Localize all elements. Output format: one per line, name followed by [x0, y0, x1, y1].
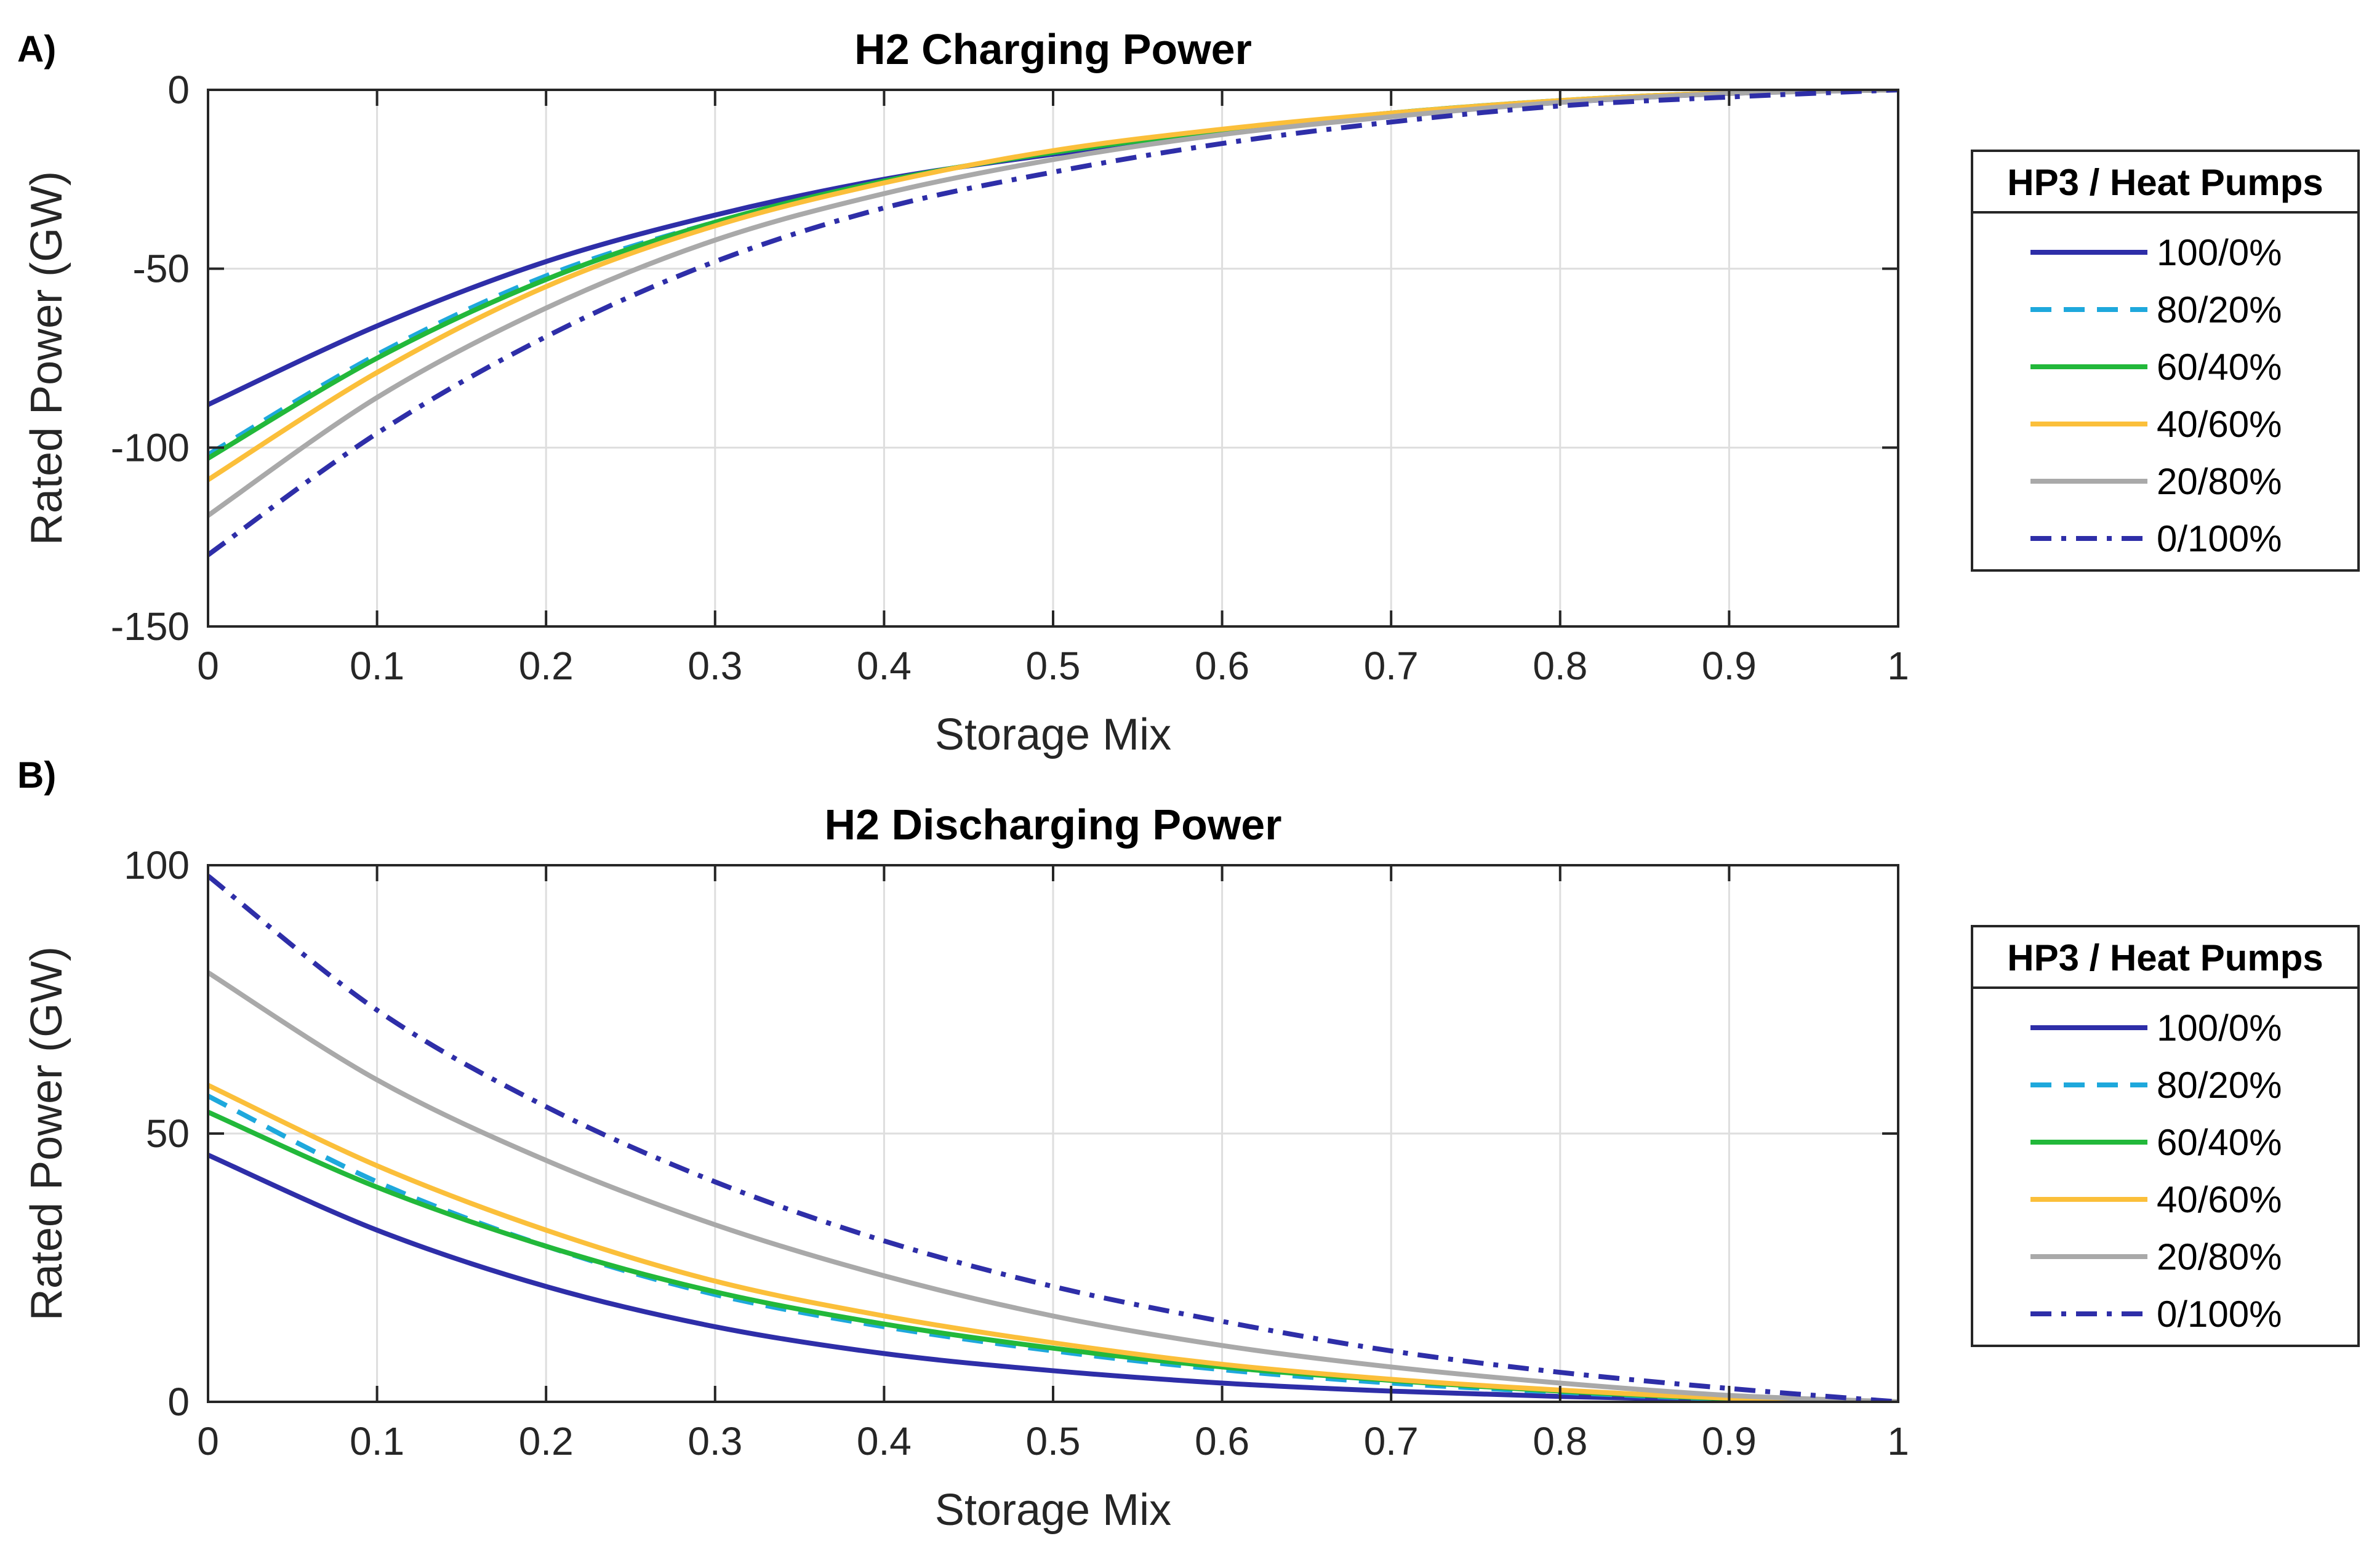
- legend-box: [1971, 150, 2360, 572]
- legend-entry: 80/20%: [2157, 289, 2282, 330]
- legend-entry: 100/0%: [2157, 232, 2282, 273]
- y-tick-label: 100: [124, 843, 190, 887]
- x-tick-label: 0.4: [857, 644, 912, 688]
- series-line-0-100: [208, 90, 1898, 557]
- x-tick-label: 0.2: [519, 1419, 574, 1463]
- legend-entry: 0/100%: [2157, 1294, 2282, 1335]
- x-tick-label: 0.5: [1026, 1419, 1081, 1463]
- chart-panel-a: A) H2 Charging Power 0 0.1 0.2 0.3 0.4 0.5 0.6 0.…: [17, 25, 2360, 759]
- series-line-20-80: [208, 90, 1898, 518]
- legend-title: HP3 / Heat Pumps: [2007, 162, 2323, 203]
- y-tick-label: 0: [167, 1380, 190, 1424]
- y-tick-label: -100: [111, 425, 190, 470]
- x-tick-label: 0.5: [1026, 644, 1081, 688]
- series-line-40-60: [208, 1082, 1898, 1402]
- legend-entry: 60/40%: [2157, 1122, 2282, 1163]
- y-tick-label: 50: [146, 1111, 190, 1156]
- x-tick-label: 0.8: [1533, 644, 1587, 688]
- legend-entry: 20/80%: [2157, 461, 2282, 502]
- x-tick-label: 0.9: [1702, 644, 1757, 688]
- panel-label-a: A): [17, 28, 56, 70]
- series-group-b: [208, 874, 1898, 1402]
- y-tick-label: 0: [167, 68, 190, 112]
- panel-label-b: B): [17, 754, 56, 796]
- series-group-a: [208, 90, 1898, 557]
- x-tick-label: 0.9: [1702, 1419, 1757, 1463]
- x-tick-label: 0.4: [857, 1419, 912, 1463]
- legend-entry: 40/60%: [2157, 404, 2282, 445]
- x-tick-label: 1: [1887, 1419, 1909, 1463]
- x-tick-label: 0.7: [1364, 644, 1419, 688]
- series-line-100-0: [208, 1153, 1898, 1402]
- x-tick-label: 0.8: [1533, 1419, 1587, 1463]
- legend-entry: 80/20%: [2157, 1065, 2282, 1106]
- x-tick-label: 0.6: [1195, 1419, 1249, 1463]
- chart-title-a: H2 Charging Power: [854, 25, 1252, 73]
- legend-entry: 40/60%: [2157, 1179, 2282, 1220]
- x-tick-label: 0: [197, 1419, 219, 1463]
- legend-entry: 100/0%: [2157, 1007, 2282, 1049]
- x-tick-label: 0.3: [687, 1419, 742, 1463]
- legend-entry: 0/100%: [2157, 518, 2282, 559]
- x-axis-label-b: Storage Mix: [935, 1486, 1171, 1535]
- x-axis-label-a: Storage Mix: [935, 710, 1171, 759]
- y-axis-label-a: Rated Power (GW): [22, 171, 71, 545]
- x-tick-label: 0.1: [350, 1419, 404, 1463]
- x-tick-label: 0: [197, 644, 219, 688]
- x-tick-label: 1: [1887, 644, 1909, 688]
- legend-a: HP3 / Heat Pumps 100/0% 80/20% 60/40% 40/60%…: [1971, 150, 2360, 572]
- legend-title: HP3 / Heat Pumps: [2007, 937, 2323, 978]
- x-tick-label: 0.6: [1195, 644, 1249, 688]
- chart-title-b: H2 Discharging Power: [825, 801, 1282, 849]
- chart-panel-b: B) H2 Discharging Power 0 0.1 0.2 0.3 0.4 0.5 0.…: [17, 754, 2360, 1535]
- legend-b: HP3 / Heat Pumps 100/0% 80/20% 60/40% 40/60%…: [1971, 925, 2360, 1347]
- y-tick-label: -150: [111, 604, 190, 649]
- x-tick-label: 0.3: [687, 644, 742, 688]
- x-tick-label: 0.7: [1364, 1419, 1419, 1463]
- series-line-20-80: [208, 970, 1898, 1402]
- legend-entry: 60/40%: [2157, 346, 2282, 388]
- y-tick-label: -50: [133, 247, 190, 291]
- y-axis-label-b: Rated Power (GW): [22, 946, 71, 1321]
- x-tick-label: 0.2: [519, 644, 574, 688]
- legend-box: [1971, 925, 2360, 1347]
- legend-entry: 20/80%: [2157, 1236, 2282, 1278]
- series-line-0-100: [208, 874, 1898, 1402]
- x-tick-label: 0.1: [350, 644, 404, 688]
